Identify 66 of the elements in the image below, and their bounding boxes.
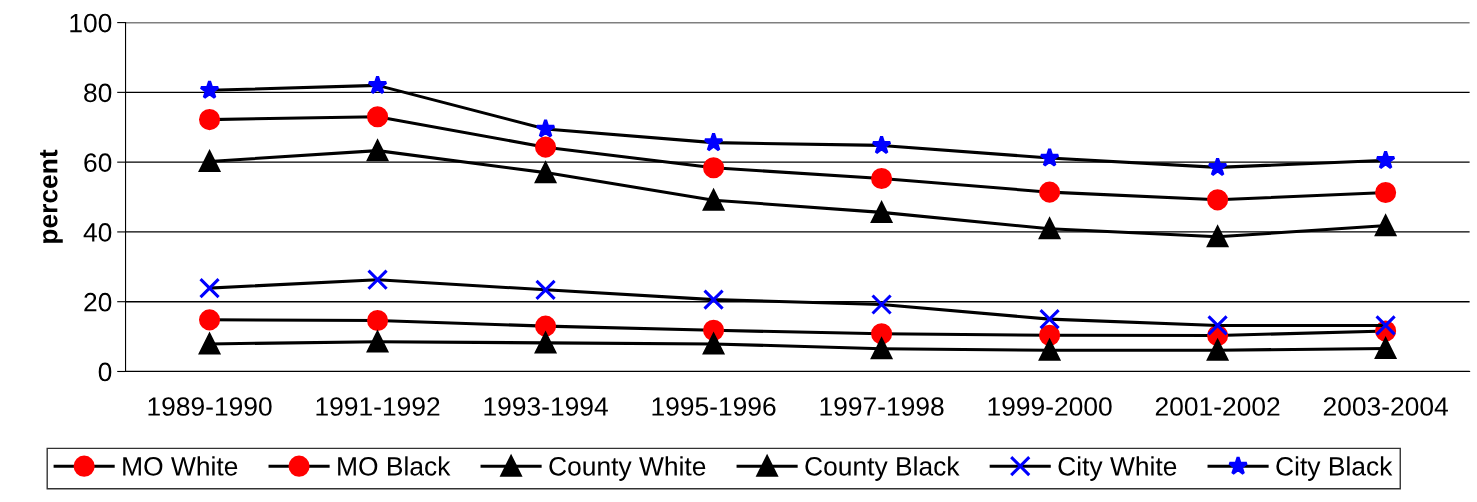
point (1039, 147, 1060, 167)
point (367, 140, 389, 162)
point (871, 134, 892, 155)
y-tick-label: 40 (83, 223, 112, 242)
point (198, 109, 221, 131)
point (198, 309, 221, 331)
point (1039, 181, 1061, 203)
point (367, 106, 389, 128)
y-tick-label: 80 (84, 83, 112, 103)
point (702, 187, 725, 211)
point (367, 74, 388, 95)
point (1207, 314, 1229, 336)
legend-label: MO White (123, 456, 238, 476)
point (1207, 226, 1229, 248)
legend-label: County Black (805, 456, 960, 481)
x-tick-label: 1999-2000 (988, 397, 1112, 416)
x-tick-label: 1995-1996 (652, 397, 776, 416)
point (1207, 189, 1229, 211)
point (1039, 324, 1061, 346)
x-tick-label: 2003-2004 (1323, 397, 1448, 416)
point (703, 333, 725, 355)
x-tick-label: 1997-1998 (820, 397, 944, 416)
point (198, 333, 221, 355)
y-tick-label: 100 (70, 13, 112, 33)
point (1375, 314, 1397, 336)
y-tick-label: 0 (98, 362, 112, 382)
legend-label: County White (549, 456, 706, 481)
point (1038, 337, 1061, 361)
point (1375, 181, 1397, 204)
point (871, 323, 893, 345)
point (535, 279, 557, 301)
point (535, 162, 557, 184)
point (1375, 337, 1397, 360)
point (1207, 156, 1228, 177)
point (367, 331, 389, 353)
x-tick-label: 1991-1992 (316, 397, 440, 416)
legend-label: City White (1058, 456, 1177, 481)
point (367, 269, 389, 291)
x-tick-label: 1989-1990 (148, 397, 272, 416)
x-tick-label: 1993-1994 (484, 397, 608, 416)
point (198, 150, 221, 173)
point (1375, 215, 1397, 237)
point (871, 338, 893, 360)
point (1039, 218, 1061, 240)
point (367, 309, 389, 332)
point (703, 157, 725, 179)
point (535, 315, 557, 337)
point (703, 289, 725, 311)
y-tick-label: 20 (84, 292, 112, 312)
point (871, 167, 893, 190)
legend-label: MO Black (338, 456, 451, 476)
point (535, 136, 557, 158)
point (535, 118, 556, 138)
point (871, 201, 893, 223)
legend-label: City Black (1276, 456, 1393, 481)
point (535, 332, 557, 354)
point (1375, 149, 1396, 170)
point (703, 132, 724, 152)
point (198, 277, 221, 299)
point (871, 293, 893, 316)
point (199, 79, 220, 100)
y-tick-label: 60 (84, 153, 112, 172)
point (1206, 337, 1229, 361)
x-tick-label: 2001-2002 (1155, 397, 1280, 416)
point (1039, 308, 1061, 330)
y-axis-title: percent (40, 149, 63, 243)
